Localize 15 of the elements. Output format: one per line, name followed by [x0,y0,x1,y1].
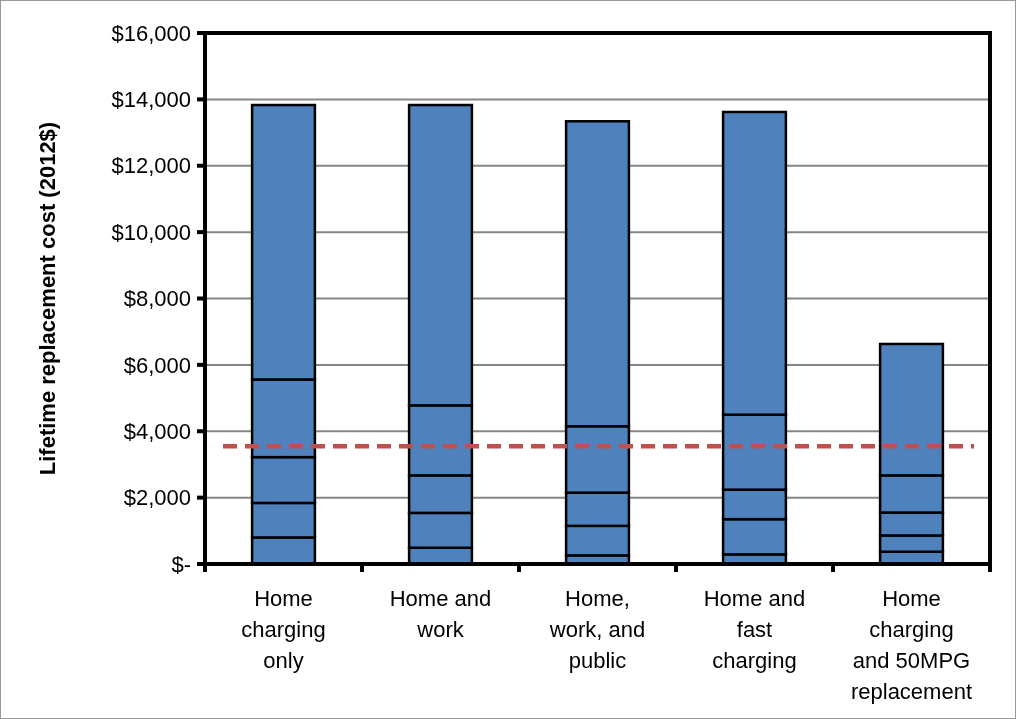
y-tick-label: $14,000 [111,87,191,113]
y-tick-label: $12,000 [111,153,191,179]
y-tick-label: $10,000 [111,219,191,245]
y-tick-label: $- [171,551,191,577]
x-tick-label: Home, work, and public [548,586,646,673]
y-tick-label: $16,000 [111,20,191,46]
x-tick-label: Home charging and 50MPG replacement [850,586,973,704]
y-tick-label: $4,000 [123,418,191,444]
y-axis-title: Lifetime replacement cost (2012$) [35,121,60,476]
y-tick-label: $6,000 [123,352,191,378]
x-tick-label: Home and work [389,586,492,642]
y-tick-label: $2,000 [123,485,191,511]
y-tick-label: $8,000 [123,286,191,312]
x-tick-label: Home charging only [241,586,326,673]
x-tick-label: Home and fast charging [703,586,806,673]
